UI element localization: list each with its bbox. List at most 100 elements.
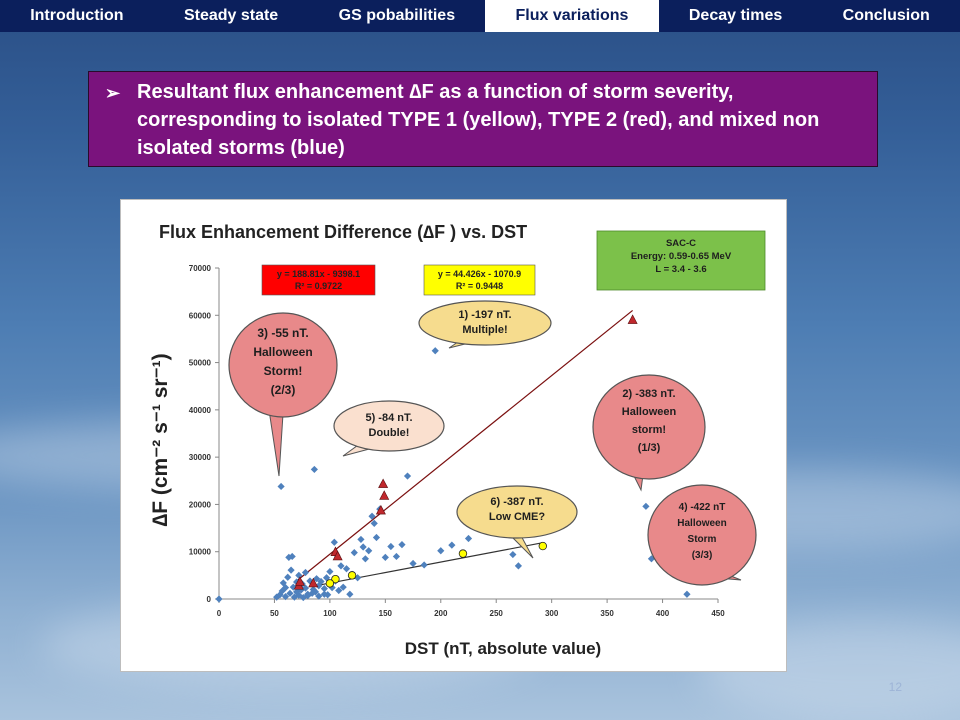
data-point-blue bbox=[448, 541, 456, 549]
data-point-blue bbox=[509, 550, 517, 559]
data-point-blue bbox=[286, 589, 294, 597]
y-tick-label: 60000 bbox=[189, 311, 212, 320]
data-point-yellow bbox=[325, 579, 335, 588]
x-tick-label: 0 bbox=[217, 609, 222, 618]
data-point-blue bbox=[293, 588, 301, 596]
data-point-blue bbox=[311, 588, 320, 596]
data-point-blue bbox=[310, 465, 318, 474]
equation-box-bg bbox=[423, 264, 536, 296]
data-point-blue bbox=[320, 584, 328, 593]
data-point-blue bbox=[276, 591, 284, 599]
data-point-blue bbox=[328, 584, 336, 592]
callout-body bbox=[456, 485, 578, 539]
data-point-blue bbox=[293, 578, 301, 586]
data-point-yellow bbox=[538, 541, 547, 551]
callout-text: (2/3) bbox=[271, 383, 296, 397]
chart-panel: Flux Enhancement Difference (∆F ) vs. DS… bbox=[120, 199, 787, 672]
data-point-red bbox=[375, 504, 386, 515]
section-nav: Introduction Steady state GS pobabilitie… bbox=[0, 0, 960, 32]
x-tick-label: 250 bbox=[490, 609, 504, 618]
data-point-blue bbox=[372, 533, 381, 542]
callout-bubble: 3) -55 nT. Halloween Storm! (2/3) bbox=[228, 312, 338, 477]
data-point-blue bbox=[357, 535, 365, 544]
info-box-text: SAC-C bbox=[666, 238, 696, 249]
callout-text: storm! bbox=[632, 424, 666, 436]
x-tick-label: 350 bbox=[600, 609, 614, 618]
x-tick-label: 50 bbox=[270, 609, 279, 618]
data-point-blue bbox=[409, 559, 417, 568]
slide-number: 12 bbox=[888, 680, 902, 694]
y-tick-label: 20000 bbox=[189, 500, 212, 509]
callout-text: Double! bbox=[369, 427, 410, 439]
data-point-blue bbox=[315, 592, 323, 600]
callout-text: (1/3) bbox=[638, 442, 661, 454]
callout-text: Multiple! bbox=[462, 324, 507, 336]
x-tick-label: 200 bbox=[434, 609, 448, 618]
data-point-blue bbox=[359, 543, 367, 551]
equation-text: y = 44.426x - 1070.9 bbox=[438, 269, 521, 279]
data-point-blue bbox=[306, 577, 314, 585]
data-point-red bbox=[332, 550, 343, 561]
data-point-blue bbox=[398, 541, 406, 549]
data-point-blue bbox=[403, 472, 412, 480]
callout-text: 1) -197 nT. bbox=[458, 309, 511, 321]
y-tick-label: 30000 bbox=[189, 453, 212, 462]
y-tick-label: 0 bbox=[207, 595, 212, 604]
data-point-blue bbox=[464, 534, 473, 543]
data-point-red bbox=[378, 478, 389, 488]
arrow-bullet-icon: ➢ bbox=[105, 83, 121, 103]
trendline-equation-box: y = 188.81x - 9398.1 R² = 0.9722 bbox=[261, 264, 376, 296]
data-point-blue bbox=[368, 512, 376, 520]
data-point-blue bbox=[642, 502, 650, 510]
tab-steady-state[interactable]: Steady state bbox=[183, 7, 279, 24]
data-point-blue bbox=[324, 591, 332, 599]
callout-text: 3) -55 nT. bbox=[257, 326, 308, 340]
instrument-info-box: SAC-C Energy: 0.59-0.65 MeV L = 3.4 - 3.6 bbox=[596, 230, 766, 291]
x-tick-label: 300 bbox=[545, 609, 559, 618]
data-point-blue bbox=[277, 482, 285, 491]
y-tick-label: 10000 bbox=[189, 548, 212, 557]
data-point-blue bbox=[370, 519, 378, 527]
tab-flux-variations[interactable]: Flux variations bbox=[485, 0, 659, 32]
callout-text: (3/3) bbox=[692, 550, 713, 561]
chart-title: Flux Enhancement Difference (∆F ) vs. DS… bbox=[159, 222, 527, 242]
info-box-bg bbox=[596, 230, 766, 291]
callout-text: Storm! bbox=[264, 364, 303, 378]
equation-box-bg bbox=[261, 264, 376, 296]
headline-box: ➢ Resultant flux enhancement ∆F as a fun… bbox=[88, 71, 878, 167]
data-point-blue bbox=[215, 595, 223, 603]
data-point-yellow bbox=[331, 574, 340, 584]
callout-text: Storm bbox=[688, 534, 717, 545]
scatter-chart: Flux Enhancement Difference (∆F ) vs. DS… bbox=[149, 222, 766, 658]
data-point-blue bbox=[420, 561, 428, 569]
data-point-blue bbox=[295, 571, 303, 579]
equation-text: y = 188.81x - 9398.1 bbox=[277, 269, 360, 279]
data-point-blue bbox=[320, 590, 328, 598]
callout-text: Halloween bbox=[677, 518, 726, 529]
headline-text: Resultant flux enhancement ∆F as a funct… bbox=[137, 81, 820, 159]
tab-conclusion[interactable]: Conclusion bbox=[842, 7, 930, 24]
info-box-text: L = 3.4 - 3.6 bbox=[655, 264, 706, 275]
callout-text: Halloween bbox=[622, 406, 677, 418]
data-point-blue bbox=[514, 562, 522, 570]
y-tick-label: 40000 bbox=[189, 406, 212, 415]
data-point-blue bbox=[330, 538, 338, 546]
callout-text: 6) -387 nT. bbox=[490, 496, 543, 508]
data-point-blue bbox=[304, 592, 312, 600]
data-point-blue bbox=[342, 565, 351, 573]
callout-text: Halloween bbox=[253, 345, 312, 359]
callout-text: Low CME? bbox=[489, 511, 545, 523]
equation-text: R² = 0.9722 bbox=[295, 281, 342, 291]
callout-bubble: 5) -84 nT. Double! bbox=[333, 400, 445, 457]
tab-introduction[interactable]: Introduction bbox=[30, 7, 124, 24]
callout-body bbox=[228, 312, 338, 418]
tab-gs-probabilities[interactable]: GS pobabilities bbox=[338, 7, 456, 24]
data-point-blue bbox=[297, 586, 305, 594]
callout-bubble: 1) -197 nT. Multiple! bbox=[418, 300, 552, 349]
y-tick-label: 70000 bbox=[189, 264, 212, 273]
tab-decay-times[interactable]: Decay times bbox=[688, 7, 783, 24]
data-point-blue bbox=[392, 552, 401, 561]
callout-text: 5) -84 nT. bbox=[365, 412, 412, 424]
data-point-blue bbox=[337, 562, 345, 570]
data-point-blue bbox=[387, 542, 395, 551]
